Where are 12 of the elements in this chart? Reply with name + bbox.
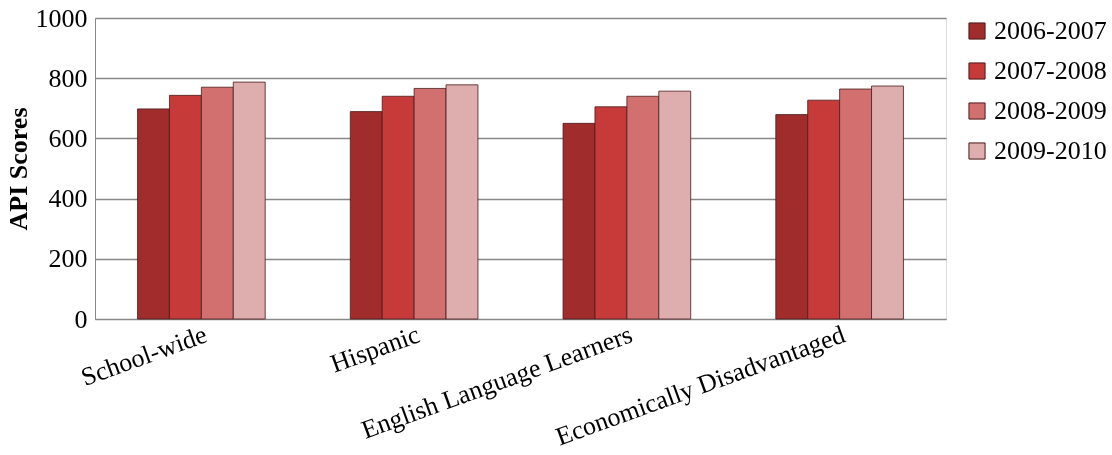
legend-label: 2006-2007 [994, 16, 1107, 45]
x-tick-label: Hispanic [326, 319, 424, 379]
y-tick-label: 0 [74, 304, 88, 334]
y-tick-label: 400 [48, 184, 88, 214]
legend-label: 2007-2008 [994, 56, 1107, 85]
y-tick-label: 200 [48, 244, 88, 274]
y-tick-label: 800 [48, 63, 88, 93]
legend-label: 2009-2010 [994, 136, 1107, 165]
legend-label: 2008-2009 [994, 96, 1107, 125]
y-tick-label: 600 [48, 123, 88, 153]
y-axis-title: API Scores [3, 107, 33, 231]
y-tick-label: 1000 [35, 3, 88, 33]
